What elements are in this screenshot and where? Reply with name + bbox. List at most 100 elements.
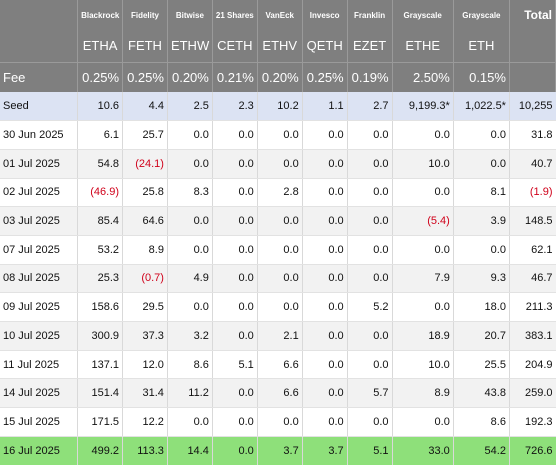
row-total: 148.5 bbox=[509, 206, 556, 236]
issuer-label: Grayscale bbox=[392, 0, 454, 30]
flow-cell: 31.4 bbox=[122, 378, 168, 409]
flow-cell: 8.1 bbox=[453, 178, 510, 208]
fee-label: Fee bbox=[0, 61, 79, 92]
fee-value: 0.15% bbox=[453, 61, 510, 92]
flow-cell: 0.0 bbox=[302, 378, 348, 409]
table-row: 01 Jul 2025 54.8 (24.1) 0.0 0.0 0.0 0.0 0.0 10.0… bbox=[0, 149, 556, 179]
flow-cell: 0.0 bbox=[347, 264, 393, 294]
flow-cell: 0.0 bbox=[257, 206, 303, 236]
flow-cell: 3.7 bbox=[257, 436, 303, 465]
flow-cell: 10.6 bbox=[77, 92, 124, 122]
row-date: 02 Jul 2025 bbox=[0, 178, 79, 208]
row-total: 40.7 bbox=[509, 149, 556, 179]
flows-body: Seed 10.6 4.4 2.5 2.3 10.2 1.1 2.7 9,199.3* 1,022… bbox=[0, 92, 556, 465]
flow-cell: 9.3 bbox=[453, 264, 510, 294]
flow-cell: 0.0 bbox=[167, 292, 213, 322]
issuer-label: Franklin bbox=[347, 0, 393, 30]
row-date: Seed bbox=[0, 92, 79, 122]
flow-cell: 20.7 bbox=[453, 321, 510, 351]
flow-cell: 0.0 bbox=[257, 149, 303, 179]
flow-cell: 8.3 bbox=[167, 178, 213, 208]
issuer-label: VanEck bbox=[257, 0, 303, 30]
row-total: 62.1 bbox=[509, 235, 556, 265]
flow-cell: 137.1 bbox=[77, 350, 124, 380]
table-row: 03 Jul 2025 85.4 64.6 0.0 0.0 0.0 0.0 0.0 (5.4) 3… bbox=[0, 206, 556, 236]
flow-cell: 0.0 bbox=[212, 264, 258, 294]
flow-cell: 2.1 bbox=[257, 321, 303, 351]
issuer-row: Blackrock Fidelity Bitwise 21 Shares Van… bbox=[0, 0, 556, 30]
flow-cell: 0.0 bbox=[347, 120, 393, 150]
row-date: 03 Jul 2025 bbox=[0, 206, 79, 236]
fee-row: Fee 0.25% 0.25% 0.20% 0.21% 0.20% 0.25% … bbox=[0, 61, 556, 92]
flow-cell: 0.0 bbox=[167, 407, 213, 437]
issuer-label: Grayscale bbox=[453, 0, 510, 30]
seed-row: Seed 10.6 4.4 2.5 2.3 10.2 1.1 2.7 9,199.3* 1,022… bbox=[0, 92, 556, 122]
flow-cell: 5.1 bbox=[347, 436, 393, 465]
issuer-label: Fidelity bbox=[122, 0, 168, 30]
flow-cell: 158.6 bbox=[77, 292, 124, 322]
flow-cell: 10.2 bbox=[257, 92, 303, 122]
flow-cell: 0.0 bbox=[347, 407, 393, 437]
table-row: 15 Jul 2025 171.5 12.2 0.0 0.0 0.0 0.0 0.0 0.0 8.… bbox=[0, 407, 556, 437]
table-row: 02 Jul 2025 (46.9) 25.8 8.3 0.0 2.8 0.0 0.0 0.0 8… bbox=[0, 178, 556, 208]
flow-cell: 10.0 bbox=[392, 149, 454, 179]
flow-cell: 6.6 bbox=[257, 378, 303, 409]
flow-cell: 0.0 bbox=[167, 120, 213, 150]
table-row: 07 Jul 2025 53.2 8.9 0.0 0.0 0.0 0.0 0.0 0.0 0.0 6… bbox=[0, 235, 556, 265]
flow-cell: 2.7 bbox=[347, 92, 393, 122]
row-date: 16 Jul 2025 bbox=[0, 436, 79, 465]
fee-cell-empty bbox=[509, 61, 556, 92]
flow-cell: 25.5 bbox=[453, 350, 510, 380]
flow-cell: 54.8 bbox=[77, 149, 124, 179]
flow-cell: (5.4) bbox=[392, 206, 454, 236]
flow-cell: 0.0 bbox=[453, 120, 510, 150]
flow-cell: 0.0 bbox=[212, 178, 258, 208]
flow-cell: 85.4 bbox=[77, 206, 124, 236]
flow-cell: 0.0 bbox=[302, 120, 348, 150]
flow-cell: 0.0 bbox=[302, 206, 348, 236]
flow-cell: 14.4 bbox=[167, 436, 213, 465]
table-row: 11 Jul 2025 137.1 12.0 8.6 5.1 6.6 0.0 0.0 10.0 2… bbox=[0, 350, 556, 380]
flow-cell: 0.0 bbox=[347, 321, 393, 351]
row-date: 07 Jul 2025 bbox=[0, 235, 79, 265]
flow-cell: 11.2 bbox=[167, 378, 213, 409]
row-total: 192.3 bbox=[509, 407, 556, 437]
flow-cell: 2.3 bbox=[212, 92, 258, 122]
flow-cell: 18.9 bbox=[392, 321, 454, 351]
row-date: 10 Jul 2025 bbox=[0, 321, 79, 351]
flow-cell: 1.1 bbox=[302, 92, 348, 122]
flow-cell: 0.0 bbox=[392, 178, 454, 208]
flow-cell: 300.9 bbox=[77, 321, 124, 351]
ticker-cell-empty bbox=[509, 30, 556, 62]
flow-cell: 8.9 bbox=[392, 378, 454, 409]
ticker-label: EZET bbox=[347, 30, 393, 62]
ticker-label: ETHE bbox=[392, 30, 454, 62]
flow-cell: 0.0 bbox=[453, 235, 510, 265]
flow-cell: 0.0 bbox=[302, 178, 348, 208]
flow-cell: 29.5 bbox=[122, 292, 168, 322]
ticker-label: ETH bbox=[453, 30, 510, 62]
corner-cell bbox=[0, 0, 79, 30]
fee-value: 0.25% bbox=[122, 61, 168, 92]
flow-cell: 6.1 bbox=[77, 120, 124, 150]
flow-cell: 0.0 bbox=[212, 436, 258, 465]
flow-cell: 0.0 bbox=[302, 407, 348, 437]
flow-cell: 499.2 bbox=[77, 436, 124, 465]
table-row: 09 Jul 2025 158.6 29.5 0.0 0.0 0.0 0.0 5.2 0.0 18… bbox=[0, 292, 556, 322]
flow-cell: 12.2 bbox=[122, 407, 168, 437]
flow-cell: 25.8 bbox=[122, 178, 168, 208]
flow-cell: 3.7 bbox=[302, 436, 348, 465]
ticker-row: ETHA FETH ETHW CETH ETHV QETH EZET ETHE … bbox=[0, 30, 556, 62]
flow-cell: 7.9 bbox=[392, 264, 454, 294]
row-date: 30 Jun 2025 bbox=[0, 120, 79, 150]
flow-cell: 0.0 bbox=[212, 120, 258, 150]
flow-cell: 4.4 bbox=[122, 92, 168, 122]
table-header: Blackrock Fidelity Bitwise 21 Shares Van… bbox=[0, 0, 556, 92]
row-total: 259.0 bbox=[509, 378, 556, 409]
flow-cell: 2.8 bbox=[257, 178, 303, 208]
flow-cell: 0.0 bbox=[167, 149, 213, 179]
flow-cell: 64.6 bbox=[122, 206, 168, 236]
flow-cell: 0.0 bbox=[212, 321, 258, 351]
flow-cell: 0.0 bbox=[392, 235, 454, 265]
